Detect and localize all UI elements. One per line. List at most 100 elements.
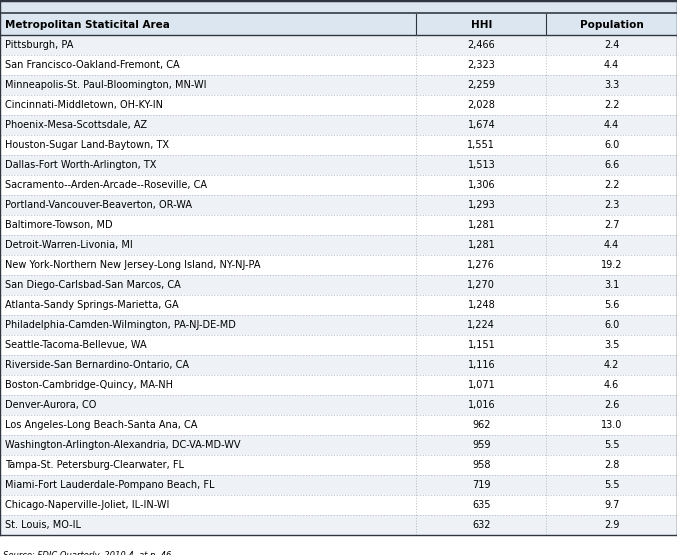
Text: 4.2: 4.2 [604,360,619,370]
Text: Tampa-St. Petersburg-Clearwater, FL: Tampa-St. Petersburg-Clearwater, FL [5,460,184,470]
Text: 2,028: 2,028 [467,100,496,110]
Text: 1,281: 1,281 [468,240,495,250]
Bar [0,275,677,295]
Text: 6.0: 6.0 [604,320,619,330]
Bar [0,175,677,195]
Bar [0,115,677,135]
Bar [0,215,677,235]
Text: 2,323: 2,323 [467,60,496,70]
Bar [0,0,677,12]
Bar [0,455,677,475]
Text: 3.5: 3.5 [604,340,619,350]
Text: 635: 635 [472,500,491,510]
Text: Seattle-Tacoma-Bellevue, WA: Seattle-Tacoma-Bellevue, WA [5,340,147,350]
Text: Source: FDIC Quarterly, 2010 4, at p. 46.: Source: FDIC Quarterly, 2010 4, at p. 46… [3,551,174,555]
Text: 2.9: 2.9 [604,520,619,530]
Text: Denver-Aurora, CO: Denver-Aurora, CO [5,400,96,410]
Text: 2.4: 2.4 [604,40,619,50]
Text: Houston-Sugar Land-Baytown, TX: Houston-Sugar Land-Baytown, TX [5,140,169,150]
Text: 2,259: 2,259 [467,80,496,90]
Text: 2.2: 2.2 [604,100,619,110]
Bar [0,375,677,395]
Text: Metropolitan Staticital Area: Metropolitan Staticital Area [5,19,170,29]
Bar [0,355,677,375]
Text: San Diego-Carlsbad-San Marcos, CA: San Diego-Carlsbad-San Marcos, CA [5,280,181,290]
Bar [0,55,677,75]
Text: 5.5: 5.5 [604,480,619,490]
Text: 1,281: 1,281 [468,220,495,230]
Bar [0,475,677,495]
Text: 1,270: 1,270 [467,280,496,290]
Text: 1,151: 1,151 [468,340,495,350]
Text: 5.6: 5.6 [604,300,619,310]
Bar [0,14,677,35]
Text: 4.4: 4.4 [604,60,619,70]
Text: Baltimore-Towson, MD: Baltimore-Towson, MD [5,220,112,230]
Bar [0,495,677,515]
Text: St. Louis, MO-IL: St. Louis, MO-IL [5,520,81,530]
Text: 5.5: 5.5 [604,440,619,450]
Text: 1,306: 1,306 [468,180,495,190]
Text: Los Angeles-Long Beach-Santa Ana, CA: Los Angeles-Long Beach-Santa Ana, CA [5,420,198,430]
Text: Portland-Vancouver-Beaverton, OR-WA: Portland-Vancouver-Beaverton, OR-WA [5,200,192,210]
Bar [0,395,677,415]
Text: New York-Northern New Jersey-Long Island, NY-NJ-PA: New York-Northern New Jersey-Long Island… [5,260,261,270]
Text: 13.0: 13.0 [601,420,622,430]
Bar [0,255,677,275]
Text: 19.2: 19.2 [601,260,622,270]
Text: 2.2: 2.2 [604,180,619,190]
Text: 1,513: 1,513 [468,160,495,170]
Text: 4.4: 4.4 [604,240,619,250]
Text: 3.3: 3.3 [604,80,619,90]
Text: Pittsburgh, PA: Pittsburgh, PA [5,40,73,50]
Text: 719: 719 [472,480,491,490]
Text: 1,248: 1,248 [468,300,495,310]
Text: 1,071: 1,071 [468,380,495,390]
Text: 959: 959 [472,440,491,450]
Text: Washington-Arlington-Alexandria, DC-VA-MD-WV: Washington-Arlington-Alexandria, DC-VA-M… [5,440,240,450]
Bar [0,435,677,455]
Text: Atlanta-Sandy Springs-Marietta, GA: Atlanta-Sandy Springs-Marietta, GA [5,300,179,310]
Text: 2.6: 2.6 [604,400,619,410]
Text: 6.0: 6.0 [604,140,619,150]
Text: 1,551: 1,551 [467,140,496,150]
Text: 2.7: 2.7 [604,220,619,230]
Text: Detroit-Warren-Livonia, MI: Detroit-Warren-Livonia, MI [5,240,133,250]
Bar [0,195,677,215]
Text: Riverside-San Bernardino-Ontario, CA: Riverside-San Bernardino-Ontario, CA [5,360,189,370]
Text: Population: Population [580,19,644,29]
Bar [0,95,677,115]
Text: Boston-Cambridge-Quincy, MA-NH: Boston-Cambridge-Quincy, MA-NH [5,380,173,390]
Text: 958: 958 [472,460,491,470]
Bar [0,75,677,95]
Text: 1,016: 1,016 [468,400,495,410]
Bar [0,295,677,315]
Text: 1,293: 1,293 [468,200,495,210]
Text: Phoenix-Mesa-Scottsdale, AZ: Phoenix-Mesa-Scottsdale, AZ [5,120,147,130]
Bar [0,415,677,435]
Bar [0,315,677,335]
Bar [0,35,677,55]
Text: 632: 632 [472,520,491,530]
Bar [0,235,677,255]
Text: 1,674: 1,674 [468,120,495,130]
Text: 9.7: 9.7 [604,500,619,510]
Text: Philadelphia-Camden-Wilmington, PA-NJ-DE-MD: Philadelphia-Camden-Wilmington, PA-NJ-DE… [5,320,236,330]
Text: 1,224: 1,224 [467,320,496,330]
Text: 962: 962 [472,420,491,430]
Text: 2.3: 2.3 [604,200,619,210]
Text: 2,466: 2,466 [468,40,495,50]
Bar [0,335,677,355]
Text: Dallas-Fort Worth-Arlington, TX: Dallas-Fort Worth-Arlington, TX [5,160,156,170]
Text: 2.8: 2.8 [604,460,619,470]
Text: 3.1: 3.1 [604,280,619,290]
Text: San Francisco-Oakland-Fremont, CA: San Francisco-Oakland-Fremont, CA [5,60,179,70]
Text: HHI: HHI [471,19,492,29]
Text: 4.4: 4.4 [604,120,619,130]
Text: 6.6: 6.6 [604,160,619,170]
Bar [0,135,677,155]
Text: 4.6: 4.6 [604,380,619,390]
Text: Minneapolis-St. Paul-Bloomington, MN-WI: Minneapolis-St. Paul-Bloomington, MN-WI [5,80,206,90]
Text: 1,276: 1,276 [467,260,496,270]
Text: Miami-Fort Lauderdale-Pompano Beach, FL: Miami-Fort Lauderdale-Pompano Beach, FL [5,480,215,490]
